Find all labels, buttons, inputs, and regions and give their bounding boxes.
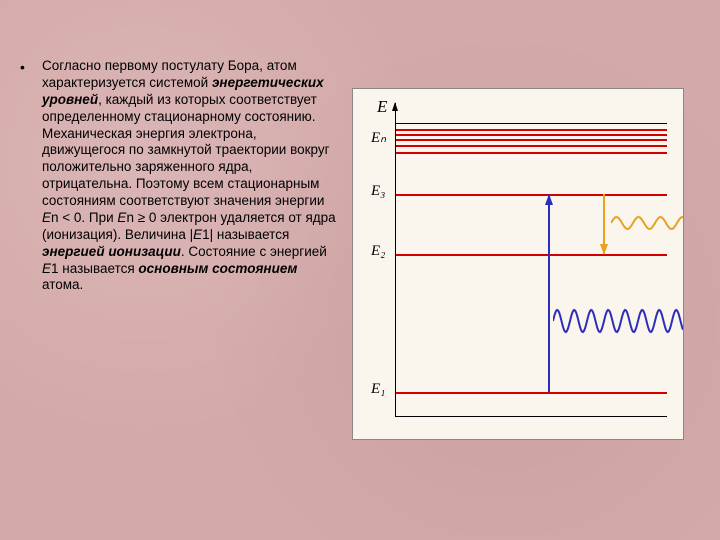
t: атома. bbox=[42, 277, 83, 292]
arrow-head-icon bbox=[545, 194, 553, 205]
t-emph: энергией ионизации bbox=[42, 244, 181, 259]
bullet-item: • Согласно первому постулату Бора, атом … bbox=[20, 58, 340, 294]
content-row: • Согласно первому постулату Бора, атом … bbox=[0, 0, 720, 460]
text-column: • Согласно первому постулату Бора, атом … bbox=[20, 58, 340, 440]
photon-wave-absorption bbox=[553, 307, 683, 335]
axis-label-E: E bbox=[377, 97, 387, 117]
y-axis bbox=[395, 103, 396, 417]
energy-level-label: E₂ bbox=[371, 243, 385, 260]
t: n < 0. При bbox=[51, 210, 117, 225]
energy-level-line bbox=[396, 152, 667, 154]
energy-level-label: Eₙ bbox=[371, 128, 386, 147]
energy-level-line bbox=[396, 392, 667, 394]
t: 1 называется bbox=[51, 261, 138, 276]
bullet-marker: • bbox=[20, 58, 42, 294]
t: , каждый из которых соответствует опреде… bbox=[42, 92, 330, 208]
energy-level-diagram: E Eₙ E₃ E₂ E₁ bbox=[352, 88, 684, 440]
diagram-column: E Eₙ E₃ E₂ E₁ bbox=[352, 58, 684, 440]
energy-level-line bbox=[396, 139, 667, 141]
energy-level-label: E₃ bbox=[371, 183, 385, 200]
energy-level-line bbox=[396, 129, 667, 131]
t-var: E bbox=[42, 210, 51, 225]
energy-level-line bbox=[396, 254, 667, 256]
x-axis bbox=[395, 416, 667, 417]
energy-level-line bbox=[396, 194, 667, 196]
photon-wave-emission bbox=[611, 214, 683, 232]
slide: • Согласно первому постулату Бора, атом … bbox=[0, 0, 720, 540]
t-var: E bbox=[42, 261, 51, 276]
t: 1| называется bbox=[202, 227, 289, 242]
t-emph: основным состоянием bbox=[138, 261, 297, 276]
energy-level-line bbox=[396, 145, 667, 147]
t-var: E bbox=[193, 227, 202, 242]
paragraph: Согласно первому постулату Бора, атом ха… bbox=[42, 58, 340, 294]
absorption-arrow bbox=[548, 194, 550, 392]
energy-level-line bbox=[396, 134, 667, 136]
energy-level-label: E₁ bbox=[371, 381, 385, 398]
ionization-limit-line bbox=[396, 123, 667, 124]
t: . Состояние с энергией bbox=[181, 244, 327, 259]
arrow-head-icon bbox=[600, 244, 608, 255]
